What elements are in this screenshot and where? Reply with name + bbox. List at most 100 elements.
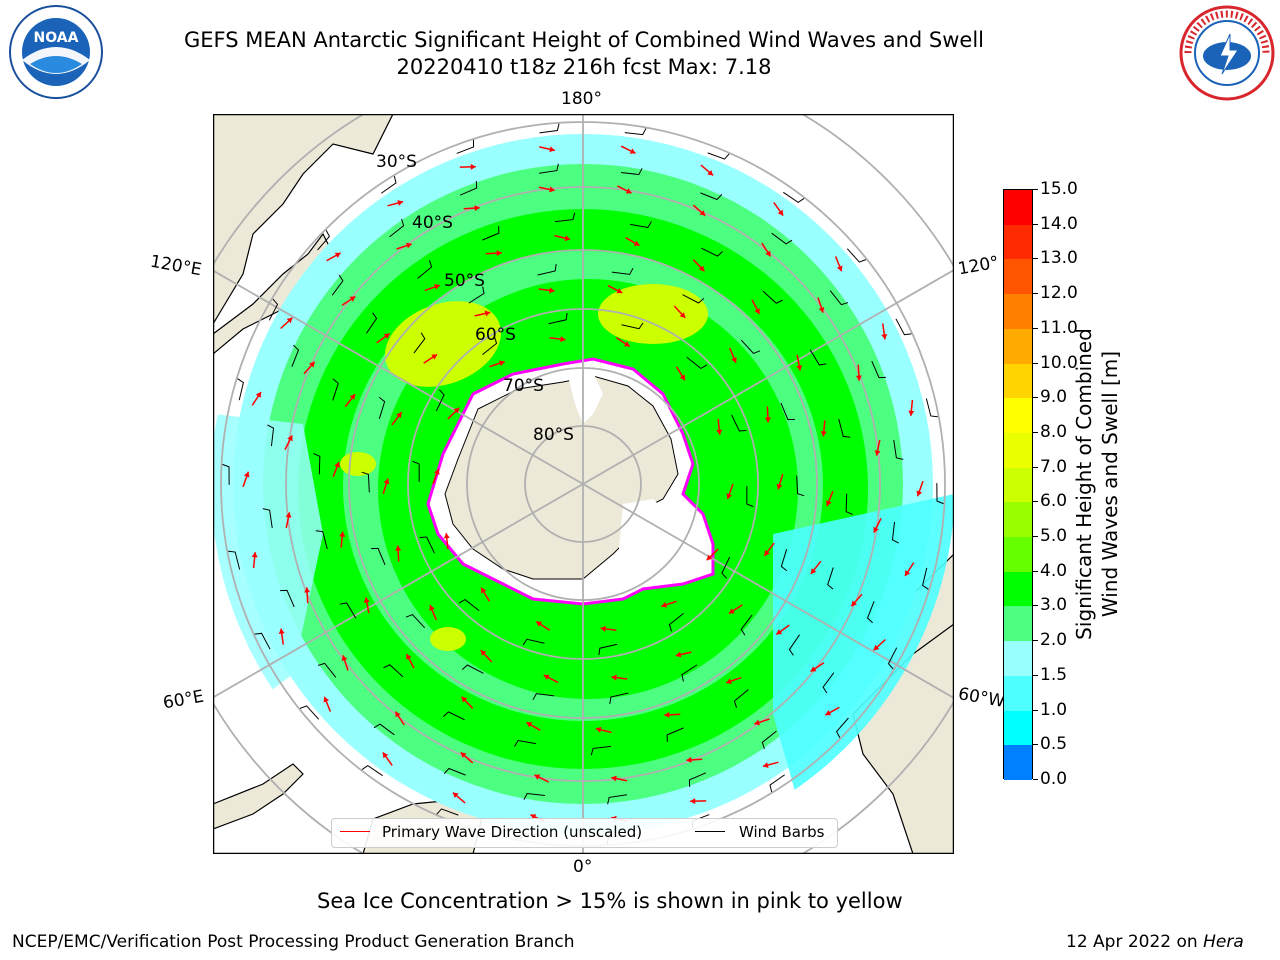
wind-barb	[707, 152, 730, 160]
colorbar-tickmark	[1033, 744, 1038, 746]
wave-arrow-head	[323, 696, 330, 703]
wave-arrow-head	[304, 587, 311, 593]
colorbar-tickmark	[1033, 674, 1038, 676]
colorbar-segment	[1004, 432, 1032, 469]
wave-arrow-head	[481, 587, 487, 594]
colorbar-tickmark	[1033, 605, 1038, 607]
colorbar-tick-label: 3.0	[1040, 595, 1068, 616]
wind-barb	[809, 349, 827, 366]
wave-arrow-head	[549, 186, 555, 193]
chart-title: GEFS MEAN Antarctic Significant Height o…	[183, 28, 985, 52]
wave-arrow-head	[728, 608, 735, 614]
wind-barb	[412, 460, 420, 482]
wind-barb	[482, 336, 498, 355]
wind-barb	[620, 168, 643, 176]
wave-arrow-head	[818, 307, 825, 313]
colorbar-segment	[1004, 190, 1032, 226]
wind-barb	[299, 705, 320, 720]
wave-arrow-head	[480, 650, 487, 656]
wave-arrow-head	[349, 296, 356, 302]
wave-arrow-head	[825, 710, 832, 716]
wave-arrow-head	[334, 252, 341, 258]
wind-barb	[936, 483, 944, 505]
wind-barb	[761, 730, 777, 750]
colorbar-tickmark	[1033, 223, 1038, 225]
wind-barb	[555, 212, 576, 223]
primary-wave-swatch	[340, 831, 370, 832]
wind-barb	[866, 601, 875, 624]
colorbar-tick-label: 0.0	[1040, 769, 1068, 789]
wind-barb	[383, 664, 404, 678]
wind-barb	[468, 286, 485, 304]
wave-arrow-head	[633, 240, 640, 246]
wind-barbs-swatch	[695, 831, 725, 832]
wave-arrow-head	[716, 429, 723, 435]
wind-barb	[222, 463, 230, 485]
lon-label-0: 0°	[573, 857, 593, 877]
wind-barb	[237, 378, 244, 401]
wave-arrow-head	[873, 644, 880, 651]
wind-barb	[417, 260, 433, 279]
wave-arrow-head	[496, 250, 502, 257]
lat-label-80s: 80°S	[533, 425, 574, 445]
wind-barb	[666, 727, 684, 742]
wind-barb	[371, 547, 386, 566]
wind-barb	[700, 192, 723, 201]
wind-barb	[361, 764, 383, 777]
colorbar-segment	[1004, 224, 1032, 260]
colorbar-tickmark	[1033, 327, 1038, 329]
colorbar-segment	[1004, 398, 1032, 434]
wind-barb	[845, 493, 853, 515]
wave-arrow-head	[309, 361, 315, 368]
footer-machine: Hera	[1203, 932, 1244, 952]
wind-barb	[459, 181, 478, 196]
wave-arrow-head	[855, 375, 862, 381]
wave-arrow-head	[777, 209, 784, 216]
wave-arrow-head	[726, 493, 733, 500]
wind-barb	[413, 332, 426, 354]
wind-barb	[871, 360, 886, 379]
wind-barb	[788, 634, 800, 656]
wave-arrow-head	[452, 792, 459, 799]
colorbar-tick-label: 2.0	[1040, 630, 1068, 651]
wind-barb	[701, 247, 723, 257]
colorbar-tickmark	[1033, 466, 1038, 468]
wave-arrow-head	[460, 752, 467, 758]
wave-arrow-head	[396, 412, 402, 418]
wind-barb	[688, 772, 707, 787]
wave-arrow-head	[470, 163, 476, 170]
wind-barb	[482, 226, 500, 241]
wave-arrow-head	[765, 250, 771, 257]
wave-arrow-head	[611, 775, 617, 782]
wind-barb	[621, 322, 644, 330]
wind-barb	[771, 232, 793, 245]
nws-logo	[1178, 4, 1276, 106]
wave-arrow-head	[629, 148, 636, 154]
colorbar-tick-label: 6.0	[1040, 491, 1068, 512]
wave-arrow-head	[851, 600, 857, 607]
wave-arrow-head	[395, 711, 401, 718]
wind-barb	[267, 424, 275, 447]
wind-barb	[686, 356, 708, 370]
wind-barb	[887, 647, 898, 670]
wind-barb	[769, 774, 785, 792]
wind-barb	[624, 128, 647, 136]
wave-arrow-head	[536, 621, 543, 627]
wave-arrow-head	[549, 146, 555, 153]
colorbar-segment	[1004, 675, 1032, 712]
wind-barb	[514, 739, 536, 747]
colorbar-segment	[1004, 571, 1032, 607]
colorbar-tickmark	[1033, 779, 1038, 780]
wave-arrow-head	[461, 696, 468, 703]
wave-arrow-head	[549, 287, 555, 294]
colorbar-tickmark	[1033, 501, 1038, 503]
colorbar-segment	[1004, 259, 1032, 295]
wind-barb	[539, 123, 560, 134]
wind-barb	[523, 792, 546, 800]
wind-barb	[731, 414, 747, 432]
wave-arrow-head	[731, 357, 737, 363]
wind-barb	[891, 521, 899, 544]
wave-arrow-head	[534, 774, 541, 780]
wave-arrow-head	[908, 410, 915, 416]
wind-barb	[796, 475, 805, 497]
